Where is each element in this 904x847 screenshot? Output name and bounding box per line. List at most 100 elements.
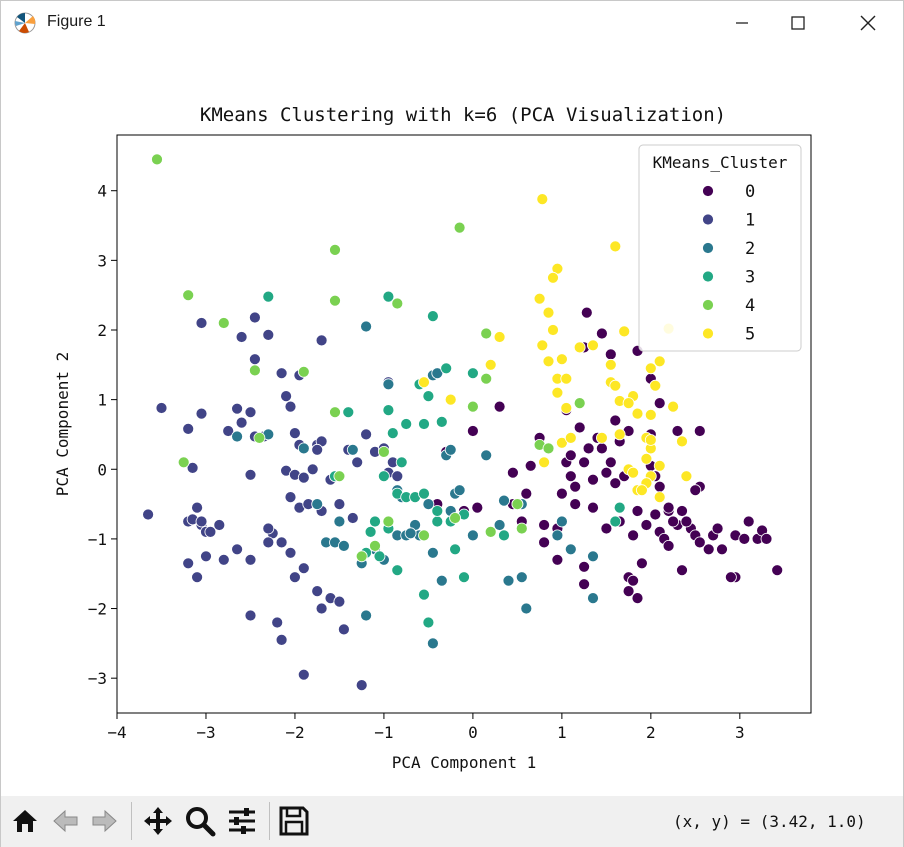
cluster-1-point [186,461,199,474]
cluster-2-point [480,449,493,462]
cluster-4-point [177,456,190,469]
cluster-1-point [311,585,324,597]
cluster-5-point [653,491,666,504]
cluster-4-point [511,498,524,511]
cluster-0-point [711,522,724,535]
cluster-0-point [524,459,537,472]
cluster-1-point [235,416,248,429]
cluster-0-point [569,480,582,493]
cluster-4-point [484,525,497,538]
cluster-2-point [404,527,417,540]
cluster-3-point [369,515,381,528]
cluster-1-point [195,515,208,528]
scatter-chart[interactable]: KMeans Clustering with k=6 (PCA Visualiz… [1,45,903,795]
cluster-0-point [587,473,599,486]
cluster-5-point [556,436,568,449]
cluster-5-point [560,372,573,385]
cluster-0-point [693,425,706,437]
cluster-1-point [306,463,319,476]
cluster-0-point [667,515,679,528]
cluster-4-point [217,317,230,329]
cluster-0-point [771,564,784,577]
cluster-2-point [587,592,599,604]
x-tick-label: 2 [646,723,656,742]
cluster-0-point [609,414,622,427]
cluster-0-point [604,456,617,469]
cluster-1-point [311,443,324,456]
cluster-3-point [395,456,408,469]
cluster-0-point [578,456,590,469]
cluster-4-point [182,289,195,302]
cluster-1-point [222,425,235,437]
cluster-0-point [689,484,702,497]
title-bar[interactable]: Figure 1 [1,1,903,45]
cluster-4-point [151,153,163,166]
cluster-1-point [195,407,208,420]
figure-canvas[interactable]: KMeans Clustering with k=6 (PCA Visualiz… [1,45,903,795]
cluster-3-point [449,543,462,556]
chart-title: KMeans Clustering with k=6 (PCA Visualiz… [200,104,726,126]
cluster-1-point [235,331,248,343]
save-icon[interactable] [277,804,311,838]
cluster-3-point [431,505,444,517]
cluster-3-point [391,564,404,577]
cluster-4-point [355,550,368,563]
minimize-icon[interactable] [719,1,765,45]
cluster-0-point [725,571,737,584]
cluster-3-point [262,290,275,303]
cluster-0-point [596,442,608,455]
cluster-1-point [297,668,310,681]
configure-subplots-icon[interactable] [225,804,259,838]
cluster-0-point [622,585,635,597]
cluster-0-point [538,536,550,549]
maximize-icon[interactable] [775,1,821,45]
legend-marker-1 [702,213,714,226]
cluster-1-point [191,501,204,514]
cluster-4-point [573,397,586,410]
cluster-4-point [377,445,390,458]
back-icon[interactable] [48,804,82,838]
window-title: Figure 1 [47,13,106,30]
cluster-5-point [653,459,666,472]
points-layer [142,153,784,691]
cluster-1-point [275,634,288,646]
cluster-5-point [587,339,599,352]
cluster-3-point [382,404,395,417]
cluster-5-point [560,402,573,414]
zoom-icon[interactable] [183,804,217,838]
cluster-0-point [538,519,550,531]
cluster-1-point [248,311,261,324]
cluster-1-point [284,400,297,413]
cluster-0-point [551,553,564,566]
cluster-0-point [604,348,617,361]
x-ticks: −4 −3 −2 −1 0 1 2 3 [107,713,745,742]
cluster-5-point [538,456,550,469]
cluster-4-point [453,221,466,234]
cluster-4-point [480,327,493,340]
pan-icon[interactable] [141,804,175,838]
cluster-1-point [280,390,293,403]
y-tick-label: −1 [88,530,107,549]
cluster-1-point [244,468,257,481]
home-icon[interactable] [8,804,42,838]
x-tick-label: 1 [557,723,567,742]
cluster-1-point [275,536,288,549]
cluster-3-point [386,427,399,440]
cluster-3-point [466,367,479,380]
cluster-5-point [604,358,617,371]
cluster-0-point [631,592,644,604]
legend-label-3: 3 [745,268,755,288]
cluster-5-point [649,379,662,392]
cluster-4-point [329,406,341,419]
legend-marker-4 [702,299,714,311]
legend-label-4: 4 [745,296,755,316]
close-icon[interactable] [845,1,891,45]
cluster-5-point [667,400,679,413]
cluster-0-point [693,536,706,549]
cluster-0-point [649,508,662,521]
cluster-1-point [262,328,275,341]
cluster-0-point [609,477,622,490]
cluster-4-point [480,372,493,385]
forward-icon[interactable] [88,804,122,838]
cluster-5-point [640,452,653,465]
